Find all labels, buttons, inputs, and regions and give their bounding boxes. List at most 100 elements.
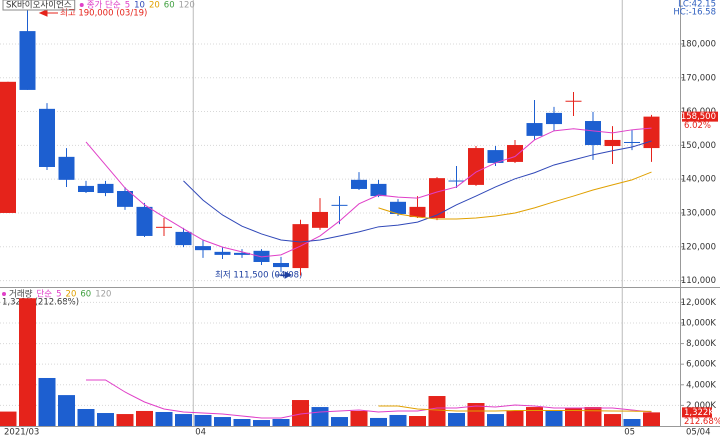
- volume-bar: [506, 410, 524, 426]
- y-tick-label: 10,000K: [681, 318, 717, 328]
- candle-body: [546, 112, 562, 125]
- candle-body: [195, 246, 211, 251]
- candle-body: [78, 185, 94, 193]
- volume-bar: [545, 410, 563, 426]
- volume-bar: [0, 411, 17, 426]
- volume-bar: [116, 414, 134, 426]
- candle-body: [214, 251, 231, 255]
- candle-body: [0, 81, 16, 213]
- candle-body: [507, 145, 523, 162]
- candle-body: [604, 139, 621, 147]
- last-volume-box: [682, 407, 712, 418]
- legend-label: 단순: [36, 289, 52, 300]
- x-tick-label: 04: [195, 428, 206, 438]
- legend-label: 종가 단순: [87, 0, 121, 11]
- legend-dot: [2, 292, 6, 296]
- candle-body: [487, 150, 504, 163]
- y-tick-label: 2,000K: [686, 401, 716, 411]
- legend-label: 5: [56, 290, 61, 300]
- indicator-label: LC:42.15: [678, 0, 716, 10]
- candle-body: [273, 262, 289, 268]
- candle-body: [234, 252, 250, 255]
- last-volume-label: 1,322K: [684, 408, 714, 418]
- y-tick-label: 4,000K: [686, 380, 716, 390]
- volume-bar: [38, 377, 56, 426]
- volume-bar: [311, 407, 329, 426]
- candle-body: [136, 206, 153, 236]
- candle-body: [585, 121, 601, 146]
- volume-bar: [487, 414, 504, 426]
- candle-body: [331, 204, 348, 206]
- volume-bar: [19, 298, 36, 426]
- legend-label: 120: [95, 290, 111, 300]
- ma-line: [183, 140, 652, 243]
- volume-bar: [428, 396, 446, 426]
- candle-body: [468, 148, 484, 185]
- volume-bar: [370, 417, 387, 426]
- x-tick-label: 2021/03: [4, 428, 39, 438]
- annotation: 최저 111,500 (04/08): [215, 270, 302, 281]
- candle-body: [565, 100, 582, 102]
- candle-body: [312, 211, 328, 228]
- volume-bar: [136, 410, 153, 426]
- title-box: [2, 0, 76, 11]
- y-tick-label: 150,000: [681, 141, 716, 151]
- chart-title: SK바이오사이언스: [6, 0, 72, 11]
- y-tick-label: 130,000: [681, 208, 716, 218]
- candle-body: [370, 183, 387, 197]
- candle-body: [156, 226, 172, 228]
- volume-bar: [409, 416, 426, 426]
- high-arrow: [38, 9, 58, 17]
- ma-line: [378, 171, 652, 220]
- y-tick-label: 140,000: [681, 175, 716, 185]
- volume-bar: [331, 417, 348, 426]
- x-end-label: 05/04: [686, 428, 711, 438]
- volume-bar: [253, 420, 270, 426]
- legend-label: 10: [134, 1, 145, 11]
- candle-body: [526, 123, 543, 136]
- volume-bar: [526, 407, 543, 426]
- legend-label: 120: [179, 1, 195, 11]
- volume-bar: [623, 418, 641, 426]
- volume-bar: [194, 414, 212, 426]
- candle-body: [351, 179, 367, 189]
- legend-label: 60: [164, 1, 175, 11]
- volume-bar: [97, 413, 114, 426]
- candle-body: [97, 183, 114, 194]
- volume-bar: [155, 411, 173, 426]
- volume-bar: [565, 407, 582, 426]
- volume-bar: [643, 412, 660, 426]
- legend-label: 20: [149, 1, 160, 11]
- candle-body: [39, 108, 55, 167]
- candle-body: [175, 231, 192, 246]
- change-label: 6.02%: [684, 121, 711, 131]
- candle-body: [117, 190, 133, 207]
- candle-body: [58, 156, 75, 180]
- legend-dot: [79, 3, 84, 7]
- annotation: 최고 190,000 (03/19): [60, 8, 147, 19]
- volume-bar: [233, 418, 251, 426]
- candle-body: [19, 31, 36, 90]
- y-tick-label: 110,000: [681, 276, 716, 286]
- indicator-label: HC:-16.58: [673, 8, 716, 18]
- volume-bar: [584, 407, 602, 426]
- last-price-label: 158,500: [681, 112, 716, 122]
- ratio-label: 212.68%: [684, 417, 720, 427]
- volume-bar: [214, 417, 231, 426]
- ma-line: [85, 127, 652, 258]
- volume-bar: [58, 395, 75, 426]
- y-tick-label: 12,000K: [681, 298, 717, 308]
- volume-bar: [175, 414, 192, 426]
- volume-bar: [448, 413, 465, 426]
- last-price-box: [682, 111, 718, 122]
- y-tick-label: 180,000: [681, 39, 716, 49]
- candle-body: [409, 206, 426, 218]
- y-tick-label: 170,000: [681, 73, 716, 83]
- candle-body: [448, 180, 465, 182]
- volume-bar: [467, 403, 485, 426]
- candle-body: [624, 141, 640, 143]
- candle-body: [390, 201, 406, 214]
- y-tick-label: 6,000K: [686, 360, 716, 370]
